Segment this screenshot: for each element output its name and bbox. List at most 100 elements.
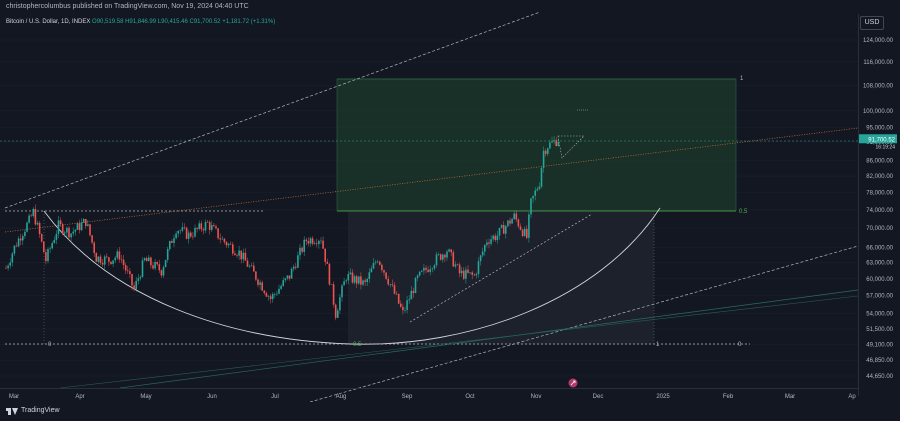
candle-body [284, 278, 287, 281]
candle-body [190, 232, 192, 237]
candle-body [431, 268, 434, 270]
candle-body [292, 266, 295, 269]
time-axis[interactable] [0, 388, 858, 403]
symbol-legend[interactable]: Bitcoin / U.S. Dollar, 1D, INDEX O90,519… [6, 17, 275, 27]
candle-body [74, 229, 77, 232]
candle-body [244, 252, 247, 261]
candle-body [484, 245, 486, 252]
candle-body [494, 235, 497, 240]
teal-channel-line-2 [59, 295, 859, 389]
candle-body [156, 262, 158, 265]
candle-body [169, 241, 171, 249]
candle-body [542, 150, 545, 168]
candle-body [61, 224, 64, 234]
candle-body [148, 257, 150, 262]
time-tick-label: Jul [271, 394, 279, 400]
candle-body [519, 226, 522, 230]
candle-body [330, 284, 333, 285]
candle-body [467, 269, 469, 273]
candle-body [505, 226, 507, 234]
candle-body [469, 272, 471, 273]
currency-selector[interactable]: USD [860, 16, 884, 30]
candle-body [11, 253, 14, 263]
price-axis[interactable] [858, 14, 900, 396]
candle-body [271, 294, 274, 300]
candle-body [269, 296, 272, 300]
candle-body [475, 273, 478, 276]
candle-body [72, 231, 74, 234]
time-tick-label: Dec [593, 394, 604, 400]
candle-body [423, 267, 425, 271]
candle-body [282, 280, 284, 286]
candle-body [229, 243, 232, 245]
candle-body [129, 271, 131, 274]
candle-body [414, 278, 417, 294]
candle-body [364, 280, 366, 282]
candle-body [36, 222, 39, 225]
candle-body [383, 270, 385, 273]
candle-body [112, 260, 114, 264]
candle-body [498, 227, 501, 236]
candle-body [55, 233, 58, 240]
candle-body [80, 222, 83, 231]
candle-body [143, 258, 146, 261]
candlestick-series [5, 136, 560, 321]
brand-name: TradingView [21, 407, 60, 414]
candle-body [234, 253, 236, 256]
close-value: C91,700.52 [189, 19, 221, 25]
candle-body [200, 223, 203, 230]
candle-body [496, 235, 499, 240]
candle-body [13, 245, 16, 254]
candle-body [114, 257, 116, 261]
candle-body [370, 268, 373, 273]
candle-body [26, 222, 28, 232]
candle-body [538, 186, 541, 189]
candle-body [232, 244, 234, 254]
low-value: L90,415.46 [157, 19, 188, 25]
candle-body [427, 269, 429, 272]
candle-body [32, 208, 35, 217]
candle-body [439, 254, 442, 260]
candle-body [502, 225, 505, 234]
candle-body [366, 279, 368, 282]
time-tick-label: Apr [75, 394, 84, 400]
candle-body [320, 240, 322, 242]
candle-body [402, 306, 404, 311]
candle-body [177, 231, 179, 234]
candle-body [215, 226, 217, 229]
candle-body [103, 256, 106, 265]
time-tick-label: Mar [785, 394, 795, 400]
candle-body [57, 220, 60, 234]
candle-body [334, 304, 337, 318]
candle-body [391, 284, 394, 286]
time-tick-label: Sep [402, 394, 413, 400]
candle-body [97, 256, 100, 262]
tradingview-logo[interactable]: TradingView [6, 405, 60, 417]
change-value: +1,181.72 (+1.31%) [222, 19, 276, 25]
candle-body [166, 248, 169, 260]
candle-body [295, 266, 297, 268]
candle-body [381, 264, 383, 271]
candle-body [351, 272, 354, 283]
candle-body [549, 142, 551, 149]
candle-body [299, 247, 301, 256]
candle-body [421, 270, 423, 272]
candle-body [290, 268, 293, 279]
projection-box [336, 78, 737, 212]
candle-body [425, 267, 427, 270]
candle-body [416, 275, 419, 279]
candle-body [374, 262, 377, 263]
candle-body [536, 188, 539, 191]
candle-body [160, 270, 163, 276]
candle-body [471, 272, 473, 275]
candle-body [435, 254, 438, 266]
tradingview-logo-icon [6, 407, 18, 415]
price-chart[interactable]: 1 0.5 0 0.5 1 0 Mar Apr May Jun Jul Aug Sep Oct… [0, 0, 900, 402]
candle-body [324, 248, 326, 262]
candle-body [322, 240, 324, 249]
candle-body [528, 214, 530, 238]
candle-body [305, 239, 308, 242]
candle-body [288, 275, 291, 279]
candle-body [89, 224, 91, 236]
candle-body [141, 260, 144, 277]
